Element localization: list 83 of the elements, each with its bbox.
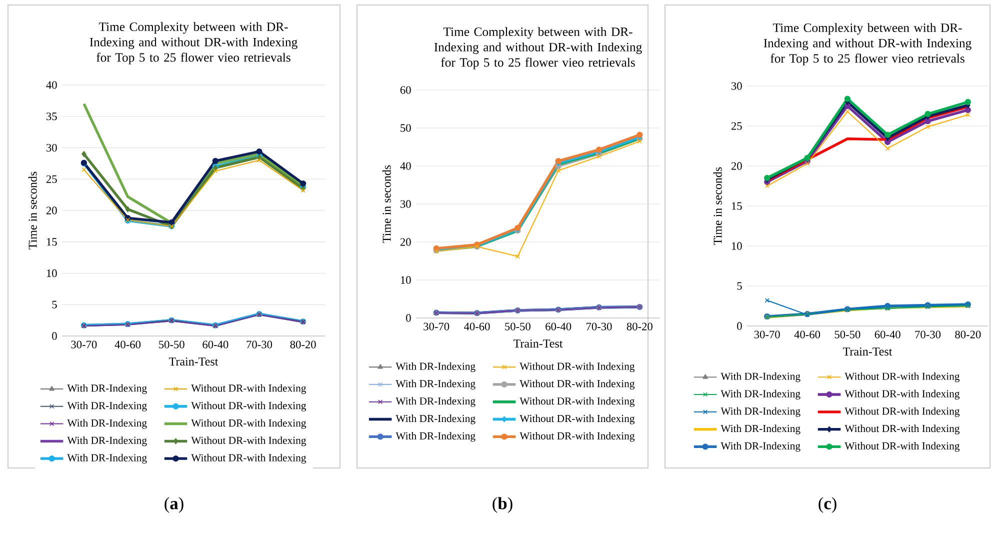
- y-tick-label: 0: [737, 322, 742, 330]
- x-tick-label: 40-60: [794, 330, 820, 338]
- legend-label: Without DR-with Indexing: [844, 372, 960, 382]
- legend-label: With DR-Indexing: [67, 436, 147, 446]
- legend-label: With DR-Indexing: [396, 432, 476, 442]
- x-axis-title: Train-Test: [169, 358, 218, 366]
- x-axis-title: Train-Test: [843, 348, 892, 356]
- legend-label: Without DR-with Indexing: [520, 362, 635, 372]
- y-tick-label: 10: [400, 276, 411, 284]
- legend-label: Without DR-with Indexing: [520, 380, 635, 390]
- legend-label: With DR-Indexing: [67, 419, 147, 429]
- legend-label: Without DR-with Indexing: [844, 424, 960, 434]
- legend-label: Without DR-with Indexing: [844, 407, 960, 417]
- text: (c): [818, 497, 836, 513]
- x-tick-label: 40-60: [114, 340, 141, 348]
- y-tick-label: 50: [400, 124, 411, 132]
- y-tick-label: 20: [400, 238, 411, 246]
- x-tick-label: 50-50: [505, 322, 530, 330]
- y-tick-label: 20: [46, 206, 57, 214]
- legend-label: With DR-Indexing: [396, 380, 476, 390]
- legend-label: Without DR-with Indexing: [844, 442, 960, 452]
- text: (a): [164, 497, 184, 513]
- legend-label: Without DR-with Indexing: [191, 419, 306, 429]
- legend-label: With DR-Indexing: [720, 442, 800, 452]
- x-tick-label: 80-20: [626, 322, 652, 330]
- legend-label: Without DR-with Indexing: [520, 397, 635, 407]
- y-axis-title: Time in seconds: [713, 167, 722, 245]
- y-tick-label: 10: [46, 269, 57, 278]
- chart-title: Time Complexity between with DR-Indexing and without DR-with Indexing for Top 5 to 25 flower vieo retrievals: [434, 27, 642, 70]
- y-tick-label: 40: [400, 162, 411, 170]
- legend-label: With DR-Indexing: [720, 372, 800, 382]
- x-tick-label: 70-30: [246, 340, 272, 348]
- legend-label: Without DR-with Indexing: [191, 436, 306, 446]
- y-tick-label: 25: [46, 175, 57, 183]
- y-tick-label: 5: [52, 300, 57, 308]
- x-tick-label: 30-70: [71, 340, 97, 348]
- legend-label: Without DR-with Indexing: [520, 432, 635, 442]
- legend-label: Without DR-with Indexing: [191, 384, 306, 394]
- x-tick-label: 80-20: [290, 340, 316, 348]
- legend-label: With DR-Indexing: [720, 424, 800, 434]
- x-tick-label: 30-70: [424, 322, 450, 330]
- legend-label: With DR-Indexing: [67, 454, 147, 464]
- chart-title: Time Complexity between with DR-Indexing and without DR-with Indexing for Top 5 to 25 flower vieo retrievals: [764, 23, 972, 66]
- legend-label: Without DR-with Indexing: [191, 402, 306, 412]
- y-tick-label: 30: [732, 82, 742, 90]
- y-tick-label: 15: [732, 202, 742, 210]
- legend-label: With DR-Indexing: [396, 397, 476, 407]
- y-axis-title: Time in seconds: [382, 165, 391, 243]
- x-tick-label: 80-20: [955, 330, 981, 338]
- chart-title: Time Complexity between with DR-Indexing and without DR-with Indexing for Top 5 to 25 flower vieo retrievals: [90, 22, 298, 64]
- legend-label: With DR-Indexing: [720, 390, 800, 400]
- y-tick-label: 25: [731, 122, 742, 130]
- legend-label: With DR-Indexing: [67, 384, 147, 394]
- legend-label: Without DR-with Indexing: [520, 414, 635, 424]
- x-tick-label: 40-60: [464, 322, 490, 330]
- x-tick-label: 60-40: [546, 322, 572, 330]
- y-tick-label: 35: [46, 112, 57, 120]
- legend-label: With DR-Indexing: [720, 407, 800, 417]
- x-axis-title: Train-Test: [514, 340, 563, 348]
- y-tick-label: 0: [406, 314, 411, 322]
- y-tick-label: 20: [731, 162, 742, 170]
- y-tick-label: 5: [737, 282, 742, 290]
- x-tick-label: 70-30: [586, 322, 612, 330]
- x-tick-label: 50-50: [834, 330, 860, 338]
- y-tick-label: 60: [400, 86, 411, 94]
- legend-label: Without DR-with Indexing: [844, 390, 960, 400]
- y-tick-label: 15: [46, 238, 57, 246]
- y-tick-label: 30: [46, 144, 57, 152]
- y-tick-label: 0: [52, 332, 57, 340]
- x-tick-label: 30-70: [754, 330, 780, 338]
- legend-label: Without DR-with Indexing: [191, 454, 306, 464]
- x-tick-label: 60-40: [202, 340, 228, 348]
- y-tick-label: 10: [732, 242, 742, 250]
- x-tick-label: 50-50: [159, 340, 184, 348]
- y-tick-label: 30: [400, 200, 411, 208]
- x-tick-label: 70-30: [915, 330, 941, 338]
- y-axis-title: Time in seconds: [28, 172, 37, 250]
- legend-label: With DR-Indexing: [67, 402, 147, 412]
- legend-label: With DR-Indexing: [396, 414, 476, 424]
- text: (b): [492, 497, 512, 513]
- y-tick-label: 40: [46, 81, 57, 89]
- legend-label: With DR-Indexing: [396, 362, 476, 372]
- x-tick-label: 60-40: [874, 330, 900, 338]
